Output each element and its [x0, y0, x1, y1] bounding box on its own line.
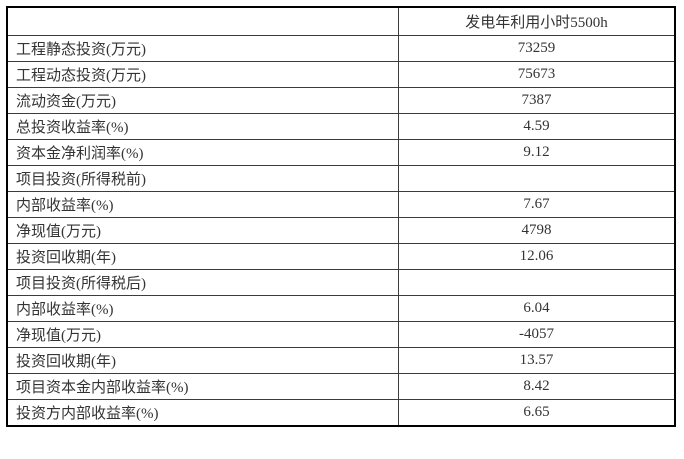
table-row: 项目投资(所得税前)	[6, 165, 676, 192]
row-value-cell: 6.65	[398, 399, 676, 427]
row-value-cell: 9.12	[398, 139, 676, 166]
row-label-cell: 净现值(万元)	[6, 217, 399, 244]
table-row: 项目投资(所得税后)	[6, 269, 676, 296]
row-value-cell: 6.04	[398, 295, 676, 322]
row-label-cell: 内部收益率(%)	[6, 295, 399, 322]
row-label-cell: 项目投资(所得税后)	[6, 269, 399, 296]
table-row: 投资回收期(年) 13.57	[6, 347, 676, 374]
row-value-cell: 7.67	[398, 191, 676, 218]
row-label-cell: 工程动态投资(万元)	[6, 61, 399, 88]
row-value-cell: 12.06	[398, 243, 676, 270]
row-value-cell: 13.57	[398, 347, 676, 374]
table-row: 总投资收益率(%) 4.59	[6, 113, 676, 140]
row-label-cell: 内部收益率(%)	[6, 191, 399, 218]
table-row: 工程静态投资(万元) 73259	[6, 35, 676, 62]
row-value-cell	[398, 165, 676, 192]
row-label-cell: 项目资本金内部收益率(%)	[6, 373, 399, 400]
header-utilization-hours-cell: 发电年利用小时5500h	[398, 6, 676, 36]
financial-evaluation-table: 发电年利用小时5500h 工程静态投资(万元) 73259 工程动态投资(万元)…	[6, 6, 676, 427]
financial-evaluation-table-container: 发电年利用小时5500h 工程静态投资(万元) 73259 工程动态投资(万元)…	[6, 6, 676, 427]
row-label-cell: 工程静态投资(万元)	[6, 35, 399, 62]
row-value-cell: 4.59	[398, 113, 676, 140]
table-row: 投资方内部收益率(%) 6.65	[6, 399, 676, 427]
row-value-cell	[398, 269, 676, 296]
table-row: 投资回收期(年) 12.06	[6, 243, 676, 270]
table-header-row: 发电年利用小时5500h	[6, 6, 676, 36]
row-value-cell: 7387	[398, 87, 676, 114]
table-row: 流动资金(万元) 7387	[6, 87, 676, 114]
row-value-cell: 8.42	[398, 373, 676, 400]
header-empty-cell	[6, 6, 399, 36]
row-label-cell: 总投资收益率(%)	[6, 113, 399, 140]
row-value-cell: 75673	[398, 61, 676, 88]
table-row: 项目资本金内部收益率(%) 8.42	[6, 373, 676, 400]
row-label-cell: 投资回收期(年)	[6, 347, 399, 374]
table-row: 净现值(万元) 4798	[6, 217, 676, 244]
row-value-cell: -4057	[398, 321, 676, 348]
row-label-cell: 净现值(万元)	[6, 321, 399, 348]
row-label-cell: 项目投资(所得税前)	[6, 165, 399, 192]
row-value-cell: 4798	[398, 217, 676, 244]
row-label-cell: 投资方内部收益率(%)	[6, 399, 399, 427]
table-row: 内部收益率(%) 7.67	[6, 191, 676, 218]
row-label-cell: 资本金净利润率(%)	[6, 139, 399, 166]
row-value-cell: 73259	[398, 35, 676, 62]
table-row: 工程动态投资(万元) 75673	[6, 61, 676, 88]
table-row: 内部收益率(%) 6.04	[6, 295, 676, 322]
table-row: 净现值(万元) -4057	[6, 321, 676, 348]
row-label-cell: 流动资金(万元)	[6, 87, 399, 114]
row-label-cell: 投资回收期(年)	[6, 243, 399, 270]
table-row: 资本金净利润率(%) 9.12	[6, 139, 676, 166]
